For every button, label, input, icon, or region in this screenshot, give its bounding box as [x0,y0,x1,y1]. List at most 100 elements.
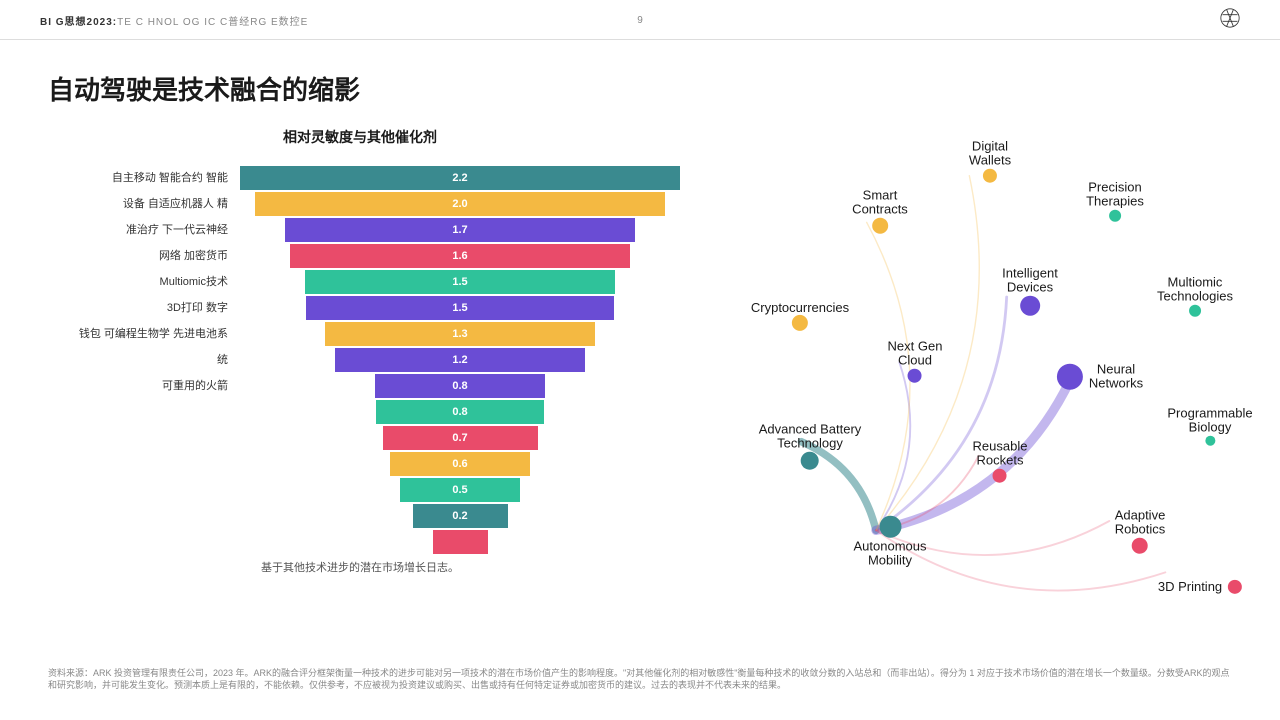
funnel-bar-wrap: 0.8 [240,374,680,398]
node-label: 3D Printing [1158,580,1222,594]
page-number: 9 [637,15,643,26]
funnel-panel: 相对灵敏度与其他催化剂 自主移动 智能合约 智能2.2设备 自适应机器人 精2.… [40,127,680,607]
funnel-bar-wrap [240,530,680,554]
funnel-bar-wrap: 1.2 [240,348,680,372]
funnel-row-label: 统 [40,354,240,366]
funnel-row-label: 准治疗 下一代云神经 [40,224,240,236]
network-node: DigitalWallets [969,140,1011,185]
node-label: ProgrammableBiology [1167,407,1252,436]
funnel-row: 准治疗 下一代云神经 1.7 [40,217,680,243]
network-node: Next GenCloud [888,340,943,385]
funnel-row: 0.6 [40,451,680,477]
funnel-bar-wrap: 0.5 [240,478,680,502]
funnel-bar-wrap: 1.3 [240,322,680,346]
funnel-row: 可重用的火箭 0.8 [40,373,680,399]
node-label: SmartContracts [852,189,908,218]
node-label: ReusableRockets [973,440,1028,469]
network-node: MultiomicTechnologies [1157,276,1233,319]
content-area: 相对灵敏度与其他催化剂 自主移动 智能合约 智能2.2设备 自适应机器人 精2.… [0,127,1280,607]
funnel-row: 统 1.2 [40,347,680,373]
funnel-bar-wrap: 2.2 [240,166,680,190]
node-dot-icon [792,315,808,331]
node-dot-icon [908,368,922,382]
funnel-row-label: 自主移动 智能合约 智能 [40,172,240,184]
funnel-row: 0.8 [40,399,680,425]
funnel-bar-wrap: 1.5 [240,296,680,320]
funnel-bar: 0.8 [375,374,545,398]
node-label: Cryptocurrencies [751,301,849,315]
network-node: SmartContracts [852,189,908,236]
network-node: IntelligentDevices [1002,267,1058,318]
funnel-row: 0.7 [40,425,680,451]
funnel-bar: 1.2 [335,348,585,372]
page-header: BI G思想2023:TE C HNOL OG IC C普经RG E数控E 9 [0,0,1280,40]
funnel-bar: 1.7 [285,218,635,242]
funnel-bar: 1.5 [305,270,615,294]
funnel-row: 网络 加密货币 1.6 [40,243,680,269]
node-dot-icon [1132,537,1148,553]
ark-logo-icon [1220,8,1240,33]
node-dot-icon [1057,364,1083,390]
node-label: Advanced BatteryTechnology [759,423,862,452]
network-node: 3D Printing [1158,580,1242,594]
funnel-row-label: 3D打印 数字 [40,302,240,314]
network-panel: DigitalWallets SmartContracts PrecisionThe… [680,127,1240,607]
funnel-row-label: 网络 加密货币 [40,250,240,262]
funnel-bar-wrap: 1.5 [240,270,680,294]
node-label: NeuralNetworks [1089,363,1143,392]
network-node: AutonomousMobility [854,516,927,569]
funnel-row: Multiomic技术 1.5 [40,269,680,295]
funnel-row: 3D打印 数字 1.5 [40,295,680,321]
funnel-bar: 1.5 [306,296,614,320]
funnel-row-label: 钱包 可编程生物学 先进电池系 [40,328,240,340]
page-title: 自动驾驶是技术融合的缩影 [0,40,1280,127]
node-label: AdaptiveRobotics [1115,509,1166,538]
funnel-bar-wrap: 1.6 [240,244,680,268]
network-node: AdaptiveRobotics [1115,509,1166,556]
funnel-bar [433,530,488,554]
node-label: Next GenCloud [888,340,943,369]
network-node: Advanced BatteryTechnology [759,423,862,472]
node-label: IntelligentDevices [1002,267,1058,296]
funnel-bar: 2.0 [255,192,665,216]
header-prefix: BI G思想2023: [40,17,117,28]
funnel-bar: 0.5 [400,478,520,502]
network-node: NeuralNetworks [1057,363,1143,392]
funnel-footer: 基于其他技术进步的潜在市场增长日志。 [40,559,680,575]
node-dot-icon [983,168,997,182]
funnel-bar-wrap: 2.0 [240,192,680,216]
funnel-bar: 1.3 [325,322,595,346]
funnel-title: 相对灵敏度与其他催化剂 [40,127,680,147]
funnel-row-label: 可重用的火箭 [40,380,240,392]
funnel-row: 自主移动 智能合约 智能2.2 [40,165,680,191]
network-node: PrecisionTherapies [1086,181,1144,224]
funnel-bar: 0.2 [413,504,508,528]
funnel-bar-wrap: 0.6 [240,452,680,476]
network-node: Cryptocurrencies [751,301,849,333]
funnel-bar-wrap: 1.7 [240,218,680,242]
node-label: MultiomicTechnologies [1157,276,1233,305]
network-node: ProgrammableBiology [1167,407,1252,448]
funnel-row-label: Multiomic技术 [40,276,240,288]
funnel-row: 设备 自适应机器人 精 2.0 [40,191,680,217]
node-dot-icon [1205,435,1215,445]
funnel-bar: 0.6 [390,452,530,476]
funnel-row: 0.5 [40,477,680,503]
node-dot-icon [1189,304,1201,316]
node-dot-icon [1020,295,1040,315]
funnel-bar: 1.6 [290,244,630,268]
footnote-text: 资料来源：ARK 投资管理有限责任公司，2023 年。ARK的融合评分框架衡量一… [48,667,1232,692]
funnel-bar-wrap: 0.7 [240,426,680,450]
node-label: AutonomousMobility [854,540,927,569]
node-label: PrecisionTherapies [1086,181,1144,210]
node-dot-icon [1228,580,1242,594]
funnel-row: 0.2 [40,503,680,529]
header-suffix: TE C HNOL OG IC C普经RG E数控E [117,17,308,28]
funnel-row [40,529,680,555]
funnel-bar-wrap: 0.8 [240,400,680,424]
node-dot-icon [801,451,819,469]
funnel-bar: 0.7 [383,426,538,450]
node-label: DigitalWallets [969,140,1011,169]
funnel-chart: 自主移动 智能合约 智能2.2设备 自适应机器人 精2.0准治疗 下一代云神经1… [40,165,680,555]
funnel-row-label: 设备 自适应机器人 精 [40,198,240,210]
